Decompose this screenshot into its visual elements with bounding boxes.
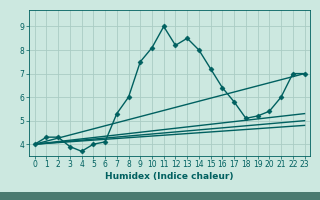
X-axis label: Humidex (Indice chaleur): Humidex (Indice chaleur) — [105, 172, 234, 181]
